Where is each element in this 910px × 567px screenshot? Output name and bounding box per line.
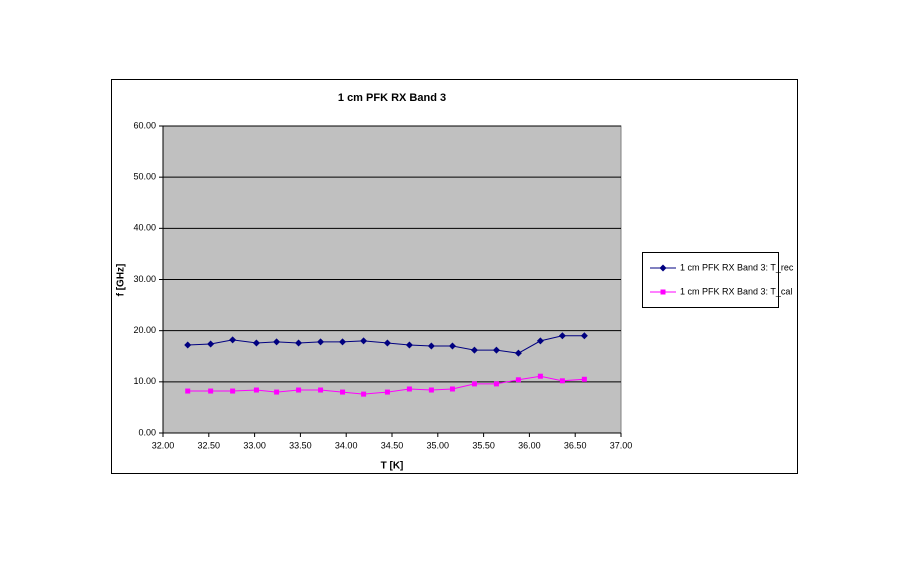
point [273,338,281,346]
y-tick-label: 60.00 [133,120,156,130]
x-tick-label: 35.00 [427,440,450,450]
point [492,346,500,354]
x-tick-label: 34.00 [335,440,358,450]
point [406,386,412,392]
legend-box [642,252,779,308]
legend-label: 1 cm PFK RX Band 3: T_cal [680,286,792,296]
point [230,388,236,394]
y-tick-label: 30.00 [133,274,156,284]
point [470,346,478,354]
chart-title: 1 cm PFK RX Band 3 [338,92,446,104]
point [537,373,543,379]
point [274,389,280,395]
x-tick-label: 33.50 [289,440,312,450]
point [514,349,522,357]
x-tick-label: 32.50 [198,440,221,450]
x-tick-label: 36.00 [518,440,541,450]
point [559,378,565,384]
point [184,341,192,349]
point [253,387,259,393]
x-tick-label: 35.50 [472,440,495,450]
x-tick-label: 34.50 [381,440,404,450]
legend-marker [659,264,667,272]
legend-marker [660,289,666,295]
point [229,336,237,344]
point [449,386,455,392]
point [207,340,215,348]
point [318,387,324,393]
point [493,381,499,387]
y-tick-label: 40.00 [133,223,156,233]
point [317,338,325,346]
point [448,342,456,350]
point [296,387,302,393]
point [185,388,191,394]
point [361,391,367,397]
y-axis-title: f [GHz] [116,264,127,297]
x-tick-label: 33.00 [243,440,266,450]
point [384,389,390,395]
y-tick-label: 20.00 [133,325,156,335]
legend-label: 1 cm PFK RX Band 3: T_rec [680,262,794,272]
point [427,342,435,350]
point [208,388,214,394]
point [339,338,347,346]
x-tick-label: 32.00 [152,440,175,450]
point [515,377,521,383]
point [558,332,566,340]
point [383,339,391,347]
x-tick-label: 36.50 [564,440,587,450]
point [295,339,303,347]
x-tick-label: 37.00 [610,440,633,450]
y-tick-label: 50.00 [133,172,156,182]
point [340,389,346,395]
point [252,339,260,347]
y-tick-label: 10.00 [133,376,156,386]
point [581,376,587,382]
point [405,341,413,349]
point [360,337,368,345]
x-axis-title: T [K] [381,461,404,472]
point [471,381,477,387]
y-tick-label: 0.00 [138,427,156,437]
point [428,387,434,393]
point [536,337,544,345]
point [580,332,588,340]
